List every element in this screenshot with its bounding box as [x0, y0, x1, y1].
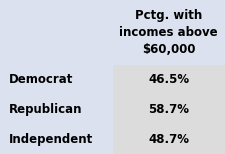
Text: Democrat: Democrat	[9, 73, 73, 86]
Text: 58.7%: 58.7%	[148, 103, 189, 116]
Text: 46.5%: 46.5%	[148, 73, 189, 86]
Text: Pctg. with
incomes above
$60,000: Pctg. with incomes above $60,000	[119, 9, 218, 56]
Bar	[112, 65, 225, 154]
Text: 48.7%: 48.7%	[148, 133, 189, 146]
Text: Independent: Independent	[9, 133, 93, 146]
Text: Republican: Republican	[9, 103, 83, 116]
